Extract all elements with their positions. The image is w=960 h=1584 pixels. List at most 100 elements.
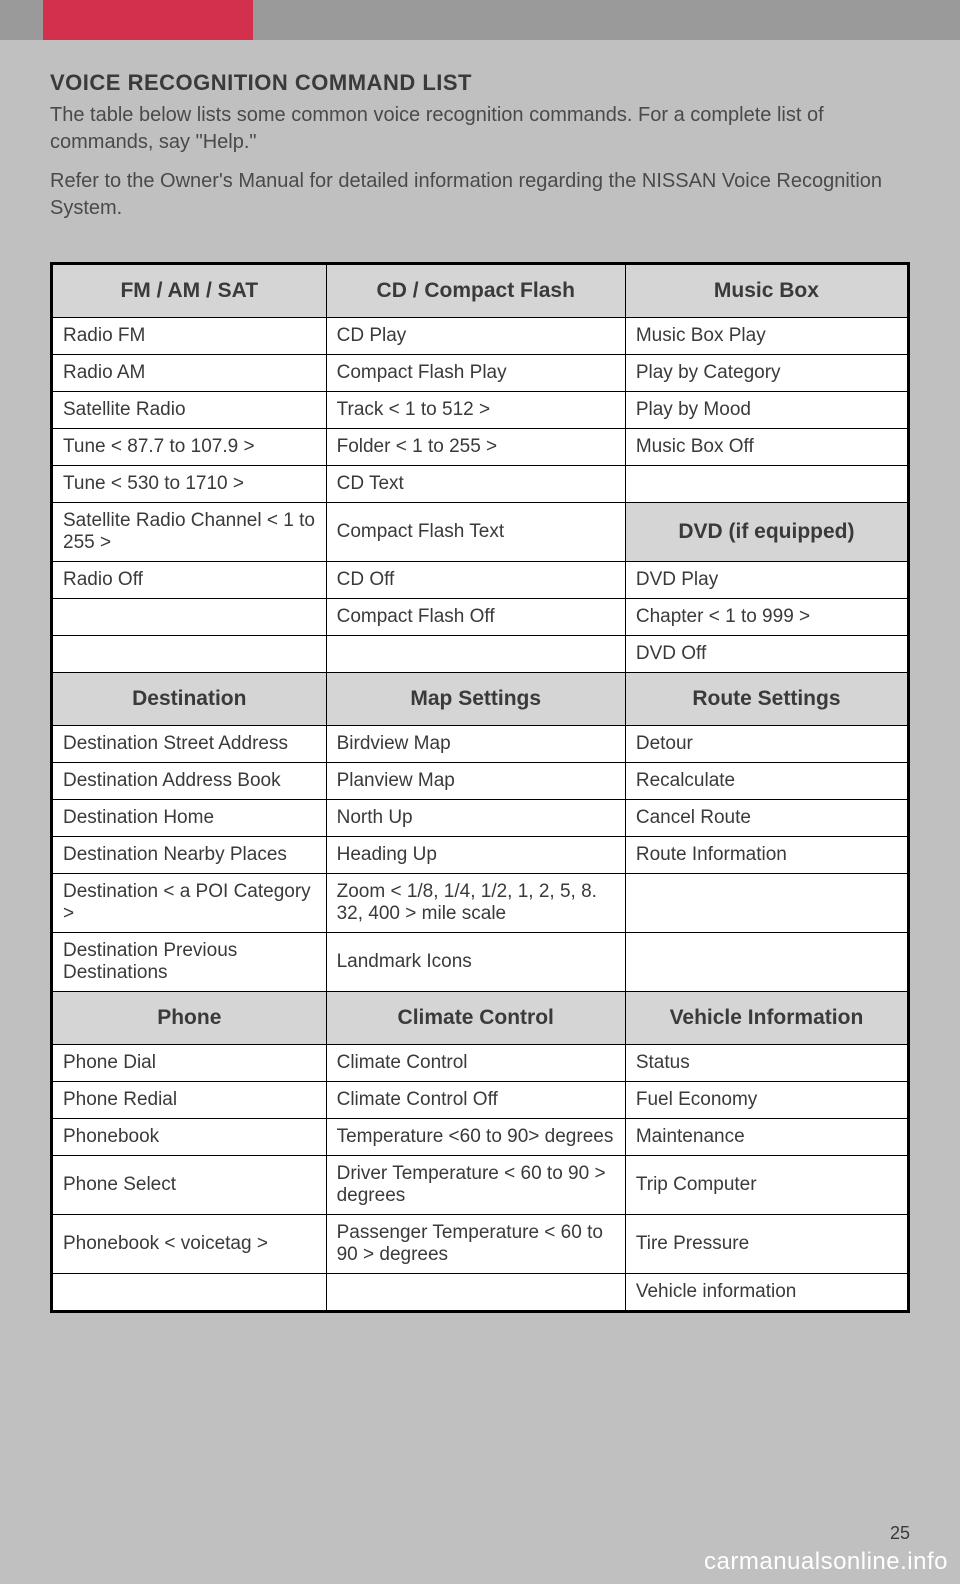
table-row: Satellite Radio Channel < 1 to 255 > Com… <box>53 503 908 562</box>
cell: Tire Pressure <box>625 1215 907 1274</box>
cell: DVD Off <box>625 636 907 673</box>
cell: Climate Control Off <box>326 1082 625 1119</box>
header-map-settings: Map Settings <box>326 673 625 726</box>
cell: Compact Flash Off <box>326 599 625 636</box>
red-tab <box>43 0 253 40</box>
cell: Track < 1 to 512 > <box>326 392 625 429</box>
cell: Trip Computer <box>625 1156 907 1215</box>
cell: Phone Select <box>53 1156 327 1215</box>
cell: Phone Redial <box>53 1082 327 1119</box>
table-row: Destination Address Book Planview Map Re… <box>53 763 908 800</box>
header-route-settings: Route Settings <box>625 673 907 726</box>
cell <box>53 1274 327 1311</box>
table-row: Phonebook < voicetag > Passenger Tempera… <box>53 1215 908 1274</box>
header-climate: Climate Control <box>326 992 625 1045</box>
cell <box>625 874 907 933</box>
cell: Destination Nearby Places <box>53 837 327 874</box>
table-row: Radio AM Compact Flash Play Play by Cate… <box>53 355 908 392</box>
cell: Play by Category <box>625 355 907 392</box>
table-row: Phonebook Temperature <60 to 90> degrees… <box>53 1119 908 1156</box>
header-destination: Destination <box>53 673 327 726</box>
cell <box>53 599 327 636</box>
cell: Driver Temperature < 60 to 90 > degrees <box>326 1156 625 1215</box>
table-header-row-3: Phone Climate Control Vehicle Informatio… <box>53 992 908 1045</box>
cell: Satellite Radio <box>53 392 327 429</box>
cell: Maintenance <box>625 1119 907 1156</box>
header-music-box: Music Box <box>625 265 907 318</box>
header-phone: Phone <box>53 992 327 1045</box>
table-row: Radio Off CD Off DVD Play <box>53 562 908 599</box>
cell: Route Information <box>625 837 907 874</box>
table-row: Destination Previous Destinations Landma… <box>53 933 908 992</box>
table-row: Vehicle information <box>53 1274 908 1311</box>
table-header-row-2: Destination Map Settings Route Settings <box>53 673 908 726</box>
table-row: Phone Dial Climate Control Status <box>53 1045 908 1082</box>
cell: Compact Flash Play <box>326 355 625 392</box>
cell: Tune < 530 to 1710 > <box>53 466 327 503</box>
header-vehicle-info: Vehicle Information <box>625 992 907 1045</box>
table-row: DVD Off <box>53 636 908 673</box>
cell: Play by Mood <box>625 392 907 429</box>
cell: Cancel Route <box>625 800 907 837</box>
table-row: Tune < 87.7 to 107.9 > Folder < 1 to 255… <box>53 429 908 466</box>
table-row: Destination Street Address Birdview Map … <box>53 726 908 763</box>
cell: Landmark Icons <box>326 933 625 992</box>
cell: CD Play <box>326 318 625 355</box>
cell: Recalculate <box>625 763 907 800</box>
cell: DVD Play <box>625 562 907 599</box>
cell: Tune < 87.7 to 107.9 > <box>53 429 327 466</box>
cell: Destination Street Address <box>53 726 327 763</box>
cell <box>326 1274 625 1311</box>
table-row: Destination < a POI Category > Zoom < 1/… <box>53 874 908 933</box>
cell: Radio FM <box>53 318 327 355</box>
table-row: Satellite Radio Track < 1 to 512 > Play … <box>53 392 908 429</box>
cell: Temperature <60 to 90> degrees <box>326 1119 625 1156</box>
commands-table: FM / AM / SAT CD / Compact Flash Music B… <box>52 264 908 1311</box>
page-number: 25 <box>890 1523 910 1544</box>
commands-table-container: FM / AM / SAT CD / Compact Flash Music B… <box>50 262 910 1313</box>
cell: Destination < a POI Category > <box>53 874 327 933</box>
cell: Phone Dial <box>53 1045 327 1082</box>
intro-paragraph-2: Refer to the Owner's Manual for detailed… <box>50 168 910 222</box>
content-area: VOICE RECOGNITION COMMAND LIST The table… <box>0 40 960 1313</box>
cell: Destination Previous Destinations <box>53 933 327 992</box>
cell: Passenger Temperature < 60 to 90 > degre… <box>326 1215 625 1274</box>
cell: Destination Home <box>53 800 327 837</box>
cell: CD Off <box>326 562 625 599</box>
header-cd-flash: CD / Compact Flash <box>326 265 625 318</box>
cell: Zoom < 1/8, 1/4, 1/2, 1, 2, 5, 8. 32, 40… <box>326 874 625 933</box>
intro-paragraph-1: The table below lists some common voice … <box>50 102 910 156</box>
cell: Status <box>625 1045 907 1082</box>
watermark: carmanualsonline.info <box>704 1548 948 1576</box>
cell: Heading Up <box>326 837 625 874</box>
cell: CD Text <box>326 466 625 503</box>
table-row: Phone Select Driver Temperature < 60 to … <box>53 1156 908 1215</box>
cell <box>53 636 327 673</box>
cell: Phonebook < voicetag > <box>53 1215 327 1274</box>
table-row: Destination Home North Up Cancel Route <box>53 800 908 837</box>
table-row: Phone Redial Climate Control Off Fuel Ec… <box>53 1082 908 1119</box>
table-row: Destination Nearby Places Heading Up Rou… <box>53 837 908 874</box>
page-title: VOICE RECOGNITION COMMAND LIST <box>50 70 910 96</box>
cell: Vehicle information <box>625 1274 907 1311</box>
table-row: Compact Flash Off Chapter < 1 to 999 > <box>53 599 908 636</box>
cell: Radio Off <box>53 562 327 599</box>
cell: Destination Address Book <box>53 763 327 800</box>
table-header-row-1: FM / AM / SAT CD / Compact Flash Music B… <box>53 265 908 318</box>
table-row: Tune < 530 to 1710 > CD Text <box>53 466 908 503</box>
cell: Satellite Radio Channel < 1 to 255 > <box>53 503 327 562</box>
cell: Music Box Play <box>625 318 907 355</box>
cell: Chapter < 1 to 999 > <box>625 599 907 636</box>
header-dvd: DVD (if equipped) <box>625 503 907 562</box>
cell: Fuel Economy <box>625 1082 907 1119</box>
cell: North Up <box>326 800 625 837</box>
cell: Planview Map <box>326 763 625 800</box>
cell <box>625 466 907 503</box>
cell: Compact Flash Text <box>326 503 625 562</box>
cell: Detour <box>625 726 907 763</box>
table-row: Radio FM CD Play Music Box Play <box>53 318 908 355</box>
cell <box>326 636 625 673</box>
cell: Music Box Off <box>625 429 907 466</box>
cell: Folder < 1 to 255 > <box>326 429 625 466</box>
top-bar <box>0 0 960 40</box>
